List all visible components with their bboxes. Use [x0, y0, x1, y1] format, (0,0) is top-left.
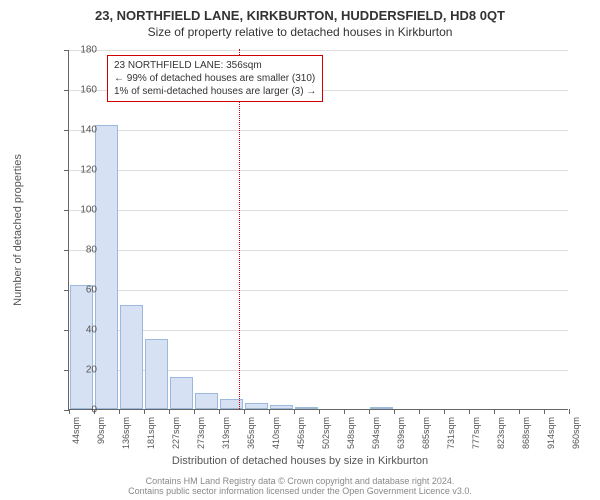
xtick-label: 227sqm — [171, 417, 181, 449]
x-axis-label: Distribution of detached houses by size … — [0, 455, 600, 467]
gridline — [69, 250, 568, 251]
annotation-line1: 23 NORTHFIELD LANE: 356sqm — [114, 59, 316, 72]
ytick-label: 20 — [67, 365, 97, 376]
xtick-mark — [294, 409, 295, 414]
xtick-mark — [419, 409, 420, 414]
xtick-label: 685sqm — [421, 417, 431, 449]
xtick-mark — [119, 409, 120, 414]
ytick-label: 100 — [67, 205, 97, 216]
xtick-mark — [369, 409, 370, 414]
xtick-label: 319sqm — [221, 417, 231, 449]
xtick-label: 823sqm — [496, 417, 506, 449]
histogram-bar — [170, 377, 194, 409]
histogram-bar — [95, 125, 119, 409]
ytick-label: 160 — [67, 85, 97, 96]
gridline — [69, 290, 568, 291]
xtick-label: 181sqm — [146, 417, 156, 449]
ytick-label: 180 — [67, 45, 97, 56]
xtick-mark — [494, 409, 495, 414]
xtick-label: 548sqm — [346, 417, 356, 449]
xtick-mark — [544, 409, 545, 414]
xtick-label: 777sqm — [471, 417, 481, 449]
xtick-mark — [569, 409, 570, 414]
histogram-bar — [270, 405, 294, 409]
gridline — [69, 330, 568, 331]
annotation-line3: 1% of semi-detached houses are larger (3… — [114, 85, 316, 98]
gridline — [69, 210, 568, 211]
gridline — [69, 130, 568, 131]
histogram-bar — [195, 393, 219, 409]
xtick-label: 456sqm — [296, 417, 306, 449]
footer-line2: Contains public sector information licen… — [0, 486, 600, 496]
xtick-mark — [269, 409, 270, 414]
histogram-bar — [370, 407, 394, 409]
gridline — [69, 170, 568, 171]
y-axis-label: Number of detached properties — [12, 154, 24, 306]
xtick-label: 639sqm — [396, 417, 406, 449]
histogram-bar — [70, 285, 94, 409]
xtick-label: 273sqm — [196, 417, 206, 449]
footer-attribution: Contains HM Land Registry data © Crown c… — [0, 476, 600, 496]
xtick-mark — [444, 409, 445, 414]
xtick-mark — [344, 409, 345, 414]
xtick-mark — [219, 409, 220, 414]
xtick-label: 136sqm — [121, 417, 131, 449]
xtick-mark — [244, 409, 245, 414]
ytick-label: 40 — [67, 325, 97, 336]
xtick-label: 868sqm — [521, 417, 531, 449]
gridline — [69, 50, 568, 51]
annotation-box: 23 NORTHFIELD LANE: 356sqm← 99% of detac… — [107, 55, 323, 102]
xtick-label: 731sqm — [446, 417, 456, 449]
xtick-label: 90sqm — [96, 417, 106, 444]
xtick-label: 365sqm — [246, 417, 256, 449]
ytick-label: 120 — [67, 165, 97, 176]
ytick-label: 140 — [67, 125, 97, 136]
page-title-line1: 23, NORTHFIELD LANE, KIRKBURTON, HUDDERS… — [0, 0, 600, 23]
reference-line — [239, 49, 240, 409]
ytick-label: 0 — [67, 405, 97, 416]
xtick-mark — [469, 409, 470, 414]
xtick-label: 594sqm — [371, 417, 381, 449]
histogram-bar — [145, 339, 169, 409]
xtick-label: 44sqm — [71, 417, 81, 444]
xtick-mark — [394, 409, 395, 414]
xtick-mark — [144, 409, 145, 414]
histogram-chart — [68, 50, 568, 410]
annotation-line2: ← 99% of detached houses are smaller (31… — [114, 72, 316, 85]
ytick-label: 60 — [67, 285, 97, 296]
xtick-label: 914sqm — [546, 417, 556, 449]
xtick-mark — [319, 409, 320, 414]
xtick-label: 410sqm — [271, 417, 281, 449]
histogram-bar — [120, 305, 144, 409]
footer-line1: Contains HM Land Registry data © Crown c… — [0, 476, 600, 486]
histogram-bar — [295, 407, 319, 409]
xtick-label: 960sqm — [571, 417, 581, 449]
xtick-mark — [194, 409, 195, 414]
page-title-line2: Size of property relative to detached ho… — [0, 23, 600, 39]
xtick-mark — [169, 409, 170, 414]
xtick-mark — [519, 409, 520, 414]
xtick-label: 502sqm — [321, 417, 331, 449]
histogram-bar — [245, 403, 269, 409]
ytick-label: 80 — [67, 245, 97, 256]
